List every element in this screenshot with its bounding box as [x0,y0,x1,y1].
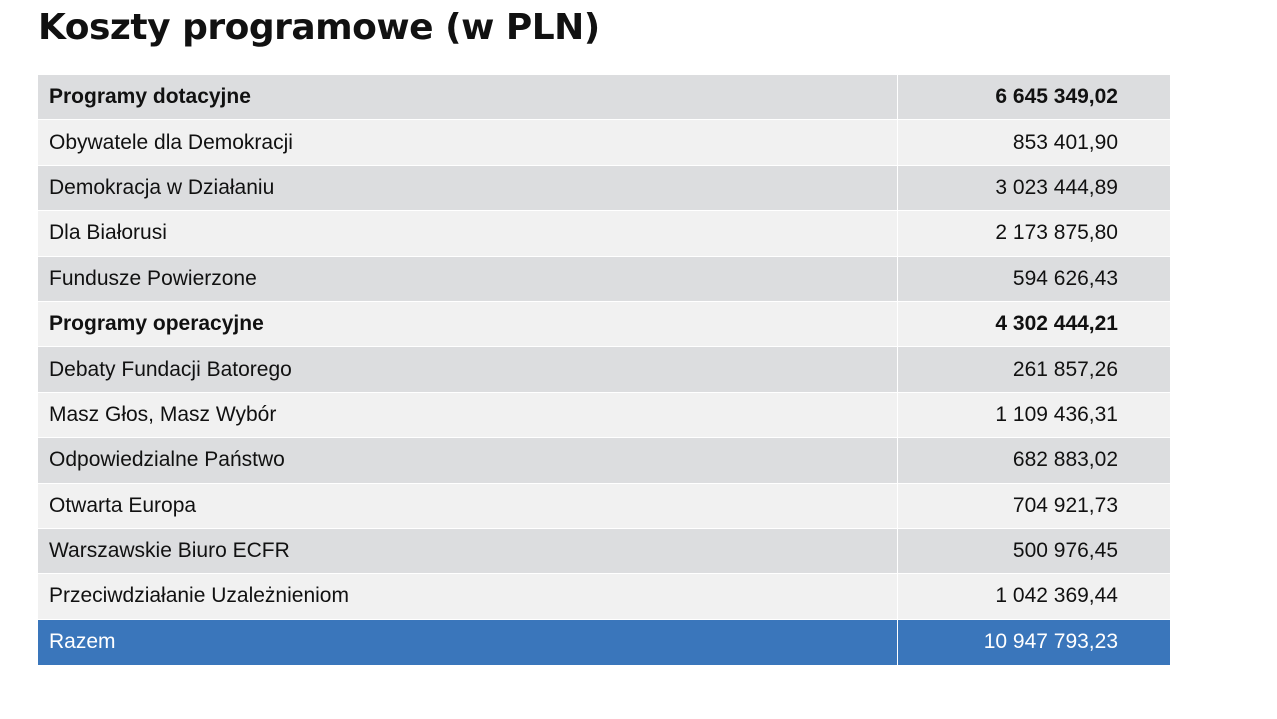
row-value: 853 401,90 [1012,130,1118,154]
table-row: Debaty Fundacji Batorego 261 857,26 [38,347,1170,393]
row-label: Masz Głos, Masz Wybór [38,392,898,438]
row-label: Obywatele dla Demokracji [38,120,898,165]
row-value: 6 645 349,02 [995,85,1118,109]
row-value: 682 883,02 [1012,448,1118,472]
row-label: Programy dotacyjne [38,75,898,120]
row-label: Przeciwdziałanie Uzależnieniom [38,574,898,619]
row-value: 2 173 875,80 [995,221,1118,245]
total-label: Razem [38,619,898,665]
row-value: 1 109 436,31 [995,402,1118,426]
row-label: Otwarta Europa [38,483,898,528]
table-row: Odpowiedzialne Państwo 682 883,02 [38,438,1170,484]
row-value: 4 302 444,21 [995,312,1118,336]
table-row-total: Razem 10 947 793,23 [38,619,1170,665]
row-value: 704 921,73 [1012,493,1118,517]
row-value: 594 626,43 [1012,266,1118,290]
row-value: 261 857,26 [1012,357,1118,381]
table-row: Masz Głos, Masz Wybór 1 109 436,31 [38,392,1170,439]
row-label: Fundusze Powierzone [38,256,898,301]
row-value: 3 023 444,89 [995,175,1118,199]
row-label: Debaty Fundacji Batorego [38,347,898,392]
page-title: Koszty programowe (w PLN) [38,7,600,48]
table-row: Warszawskie Biuro ECFR 500 976,45 [38,528,1170,575]
row-value: 500 976,45 [1012,539,1118,563]
row-value: 1 042 369,44 [995,584,1118,608]
table-row: Obywatele dla Demokracji 853 401,90 [38,120,1170,166]
table-row-grant-programs: Programy dotacyjne 6 645 349,02 [38,75,1170,121]
table-row: Demokracja w Działaniu 3 023 444,89 [38,165,1170,212]
row-label: Programy operacyjne [38,301,898,347]
row-label: Odpowiedzialne Państwo [38,438,898,483]
table-row: Fundusze Powierzone 594 626,43 [38,256,1170,302]
table-row: Otwarta Europa 704 921,73 [38,483,1170,529]
row-label: Dla Białorusi [38,211,898,256]
cost-table: Programy dotacyjne 6 645 349,02 Obywatel… [38,75,1170,665]
row-label: Warszawskie Biuro ECFR [38,528,898,574]
total-value: 10 947 793,23 [983,630,1118,654]
table-row-operational-programs: Programy operacyjne 4 302 444,21 [38,301,1170,348]
row-label: Demokracja w Działaniu [38,165,898,211]
table-row: Dla Białorusi 2 173 875,80 [38,211,1170,257]
table-row: Przeciwdziałanie Uzależnieniom 1 042 369… [38,574,1170,620]
